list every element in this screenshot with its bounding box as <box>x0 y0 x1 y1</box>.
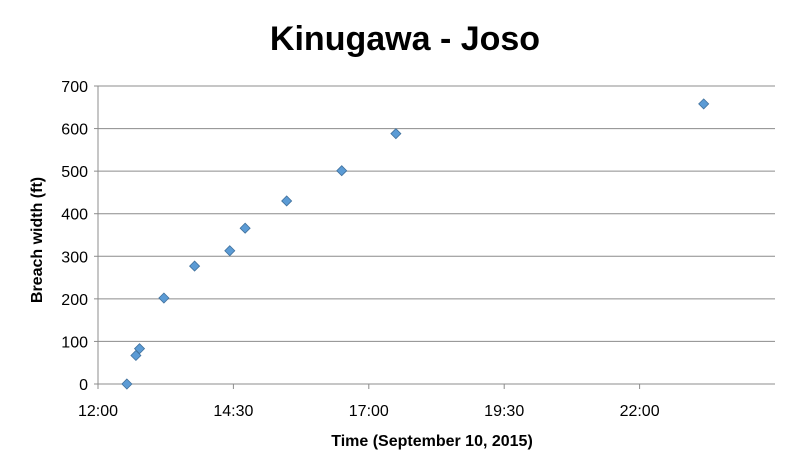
data-point <box>158 292 170 304</box>
y-tick-label: 700 <box>61 79 88 96</box>
x-tick-label: 12:00 <box>78 403 118 420</box>
x-axis-label: Time (September 10, 2015) <box>331 433 533 450</box>
tick-labels: 0 100 200 300 400 500 600 700 12:00 14:30 17:00 19:… <box>61 79 659 420</box>
data-point <box>281 195 293 207</box>
chart-title: Kinugawa - Joso <box>270 20 540 58</box>
data-point <box>189 260 201 272</box>
y-tick-label: 300 <box>61 249 88 266</box>
x-tick-label: 19:30 <box>484 403 524 420</box>
y-tick-label: 400 <box>61 207 88 224</box>
data-point <box>336 165 348 177</box>
data-point <box>133 343 146 355</box>
y-tick-label: 600 <box>61 122 88 139</box>
y-tick-label: 200 <box>61 292 88 309</box>
data-point <box>121 378 133 390</box>
y-tick-label: 0 <box>79 377 88 394</box>
x-tick-label: 17:00 <box>349 403 389 420</box>
gridlines <box>98 85 775 342</box>
data-point <box>239 222 251 234</box>
axes <box>94 85 775 389</box>
data-point <box>698 98 710 110</box>
data-points <box>121 98 710 390</box>
x-tick-label: 22:00 <box>620 403 660 420</box>
data-point <box>224 245 236 257</box>
x-tick-label: 14:30 <box>213 403 253 420</box>
data-point <box>390 128 402 140</box>
y-tick-label: 100 <box>61 334 88 351</box>
y-tick-label: 500 <box>61 164 88 181</box>
y-axis-label: Breach width (ft) <box>29 177 46 303</box>
